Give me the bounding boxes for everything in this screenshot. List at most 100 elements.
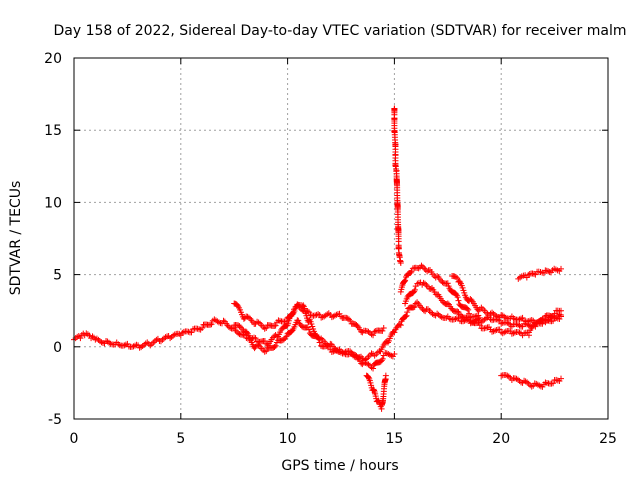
data-point bbox=[159, 336, 166, 343]
data-point bbox=[391, 329, 398, 336]
data-point bbox=[550, 313, 557, 320]
data-point bbox=[411, 303, 418, 310]
data-point bbox=[532, 323, 539, 330]
data-point bbox=[419, 263, 426, 270]
data-point bbox=[528, 383, 535, 390]
data-point bbox=[530, 270, 537, 277]
series-arc-upper-right bbox=[449, 273, 565, 327]
data-point bbox=[294, 301, 301, 308]
data-point bbox=[263, 348, 270, 355]
y-tick-labels: -5 0 5 10 15 20 bbox=[44, 51, 62, 428]
data-point bbox=[371, 387, 378, 394]
y-tick-label: 10 bbox=[44, 195, 62, 211]
data-point bbox=[153, 336, 160, 343]
data-point bbox=[466, 314, 473, 321]
series-spike bbox=[391, 105, 404, 267]
data-point bbox=[150, 339, 157, 346]
data-point bbox=[261, 337, 268, 344]
data-point bbox=[453, 291, 460, 298]
data-point bbox=[347, 317, 354, 324]
x-axis-label: GPS time / hours bbox=[281, 458, 398, 474]
data-point bbox=[558, 265, 565, 272]
series-secondary-track bbox=[231, 317, 398, 372]
data-point bbox=[401, 278, 408, 285]
data-point bbox=[305, 326, 312, 333]
data-point bbox=[546, 268, 553, 275]
data-point bbox=[294, 317, 301, 324]
data-point bbox=[255, 319, 262, 326]
data-point bbox=[245, 314, 252, 321]
data-point bbox=[396, 321, 403, 328]
data-point bbox=[188, 329, 195, 336]
data-point bbox=[397, 322, 404, 329]
data-point bbox=[358, 328, 365, 335]
y-axis-label: SDTVAR / TECUs bbox=[8, 181, 24, 296]
data-point bbox=[299, 307, 306, 314]
data-point bbox=[272, 322, 279, 329]
data-point bbox=[459, 313, 466, 320]
data-point bbox=[235, 330, 242, 337]
data-point bbox=[309, 323, 316, 330]
series-arc-mid bbox=[402, 279, 532, 339]
data-point bbox=[236, 323, 243, 330]
data-point bbox=[465, 306, 472, 313]
data-point bbox=[420, 307, 427, 314]
data-point bbox=[434, 273, 441, 280]
data-point bbox=[468, 319, 475, 326]
data-point bbox=[346, 316, 353, 323]
data-point bbox=[370, 332, 377, 339]
data-point bbox=[454, 294, 461, 301]
data-point bbox=[263, 325, 270, 332]
data-point bbox=[460, 287, 467, 294]
data-point bbox=[543, 267, 550, 274]
data-point bbox=[316, 339, 323, 346]
data-point bbox=[457, 279, 464, 286]
data-point bbox=[315, 335, 322, 342]
x-tick-labels: 0 5 10 15 20 25 bbox=[70, 431, 617, 447]
x-tick-label: 10 bbox=[279, 431, 297, 447]
data-point bbox=[89, 333, 96, 340]
data-point bbox=[382, 372, 389, 379]
data-point bbox=[314, 334, 321, 341]
data-point bbox=[407, 269, 414, 276]
data-point bbox=[443, 314, 450, 321]
series-arc-high bbox=[397, 262, 483, 321]
data-point bbox=[516, 316, 523, 323]
data-point bbox=[402, 277, 409, 284]
data-point bbox=[496, 326, 503, 333]
series-upper-track bbox=[231, 300, 387, 339]
data-points bbox=[71, 105, 565, 412]
grid-lines bbox=[74, 58, 608, 419]
data-point bbox=[558, 375, 565, 382]
data-point bbox=[550, 380, 557, 387]
data-point bbox=[464, 314, 471, 321]
data-point bbox=[402, 313, 409, 320]
data-point bbox=[283, 318, 290, 325]
data-point bbox=[403, 312, 410, 319]
series-top-right-track bbox=[515, 265, 565, 282]
data-point bbox=[444, 300, 451, 307]
data-point bbox=[272, 342, 279, 349]
data-point bbox=[199, 325, 206, 332]
data-point bbox=[271, 343, 278, 350]
data-point bbox=[558, 307, 565, 314]
data-point bbox=[380, 325, 387, 332]
data-point bbox=[77, 335, 84, 342]
data-point bbox=[404, 309, 411, 316]
data-point bbox=[545, 268, 552, 275]
x-tick-label: 5 bbox=[176, 431, 185, 447]
data-point bbox=[220, 317, 227, 324]
data-point bbox=[252, 335, 259, 342]
data-point bbox=[343, 314, 350, 321]
series-arc-lower-right bbox=[525, 307, 565, 336]
data-point bbox=[492, 327, 499, 334]
data-point bbox=[243, 329, 250, 336]
axis-ticks bbox=[73, 57, 609, 420]
data-point bbox=[365, 374, 372, 381]
data-point bbox=[452, 274, 459, 281]
series-dip-track bbox=[363, 372, 389, 412]
data-point bbox=[501, 329, 508, 336]
data-point bbox=[514, 376, 521, 383]
series-bottom-right-track bbox=[498, 371, 565, 390]
data-point bbox=[391, 351, 398, 358]
